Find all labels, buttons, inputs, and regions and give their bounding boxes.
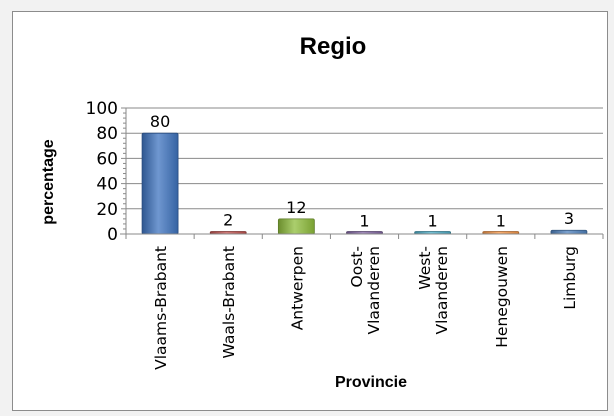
data-labels: 80 2 12 1 1 1 3 bbox=[150, 112, 574, 231]
y-tick-label: 80 bbox=[96, 124, 118, 144]
x-tick-label: Waals-Brabant bbox=[220, 246, 238, 359]
x-axis-label: Provincie bbox=[335, 374, 407, 391]
data-label: 12 bbox=[286, 198, 306, 217]
data-label: 2 bbox=[223, 210, 233, 229]
bar-chart: Regio percentage Provincie 020406080100 … bbox=[40, 33, 604, 391]
x-tick-label: Vlaams-Brabant bbox=[152, 246, 170, 370]
x-axis-ticks: Vlaams-Brabant Waals-Brabant Antwerpen Oost… bbox=[120, 233, 604, 370]
x-tick-label: Oost- bbox=[348, 246, 366, 287]
x-tick-label: Henegouwen bbox=[493, 246, 511, 348]
data-label: 1 bbox=[359, 212, 369, 231]
y-tick-label: 0 bbox=[107, 225, 118, 245]
y-tick-label: 20 bbox=[96, 200, 118, 220]
chart-title: Regio bbox=[300, 33, 367, 60]
x-tick-label: Vlaanderen bbox=[365, 246, 383, 335]
chart-frame: Regio percentage Provincie 0 20 40 60 80 100 … bbox=[12, 11, 608, 411]
data-label: 80 bbox=[150, 112, 170, 131]
bar bbox=[550, 229, 588, 235]
y-tick-label: 40 bbox=[96, 175, 118, 195]
y-axis-label: percentage bbox=[40, 139, 57, 224]
y-tick-label: 60 bbox=[96, 149, 118, 169]
x-tick-label: Vlaanderen bbox=[433, 246, 451, 335]
x-tick-label: Limburg bbox=[561, 246, 579, 310]
data-label: 1 bbox=[428, 212, 438, 231]
data-label: 1 bbox=[496, 212, 506, 231]
x-tick-label: Antwerpen bbox=[288, 246, 306, 330]
bar bbox=[141, 132, 179, 235]
x-tick-label: West- bbox=[416, 246, 434, 290]
y-axis-ticks: 0 20 40 60 80 100 bbox=[86, 99, 127, 245]
y-tick-label: 100 bbox=[86, 99, 118, 119]
data-label: 3 bbox=[564, 209, 574, 228]
bar bbox=[277, 218, 315, 235]
